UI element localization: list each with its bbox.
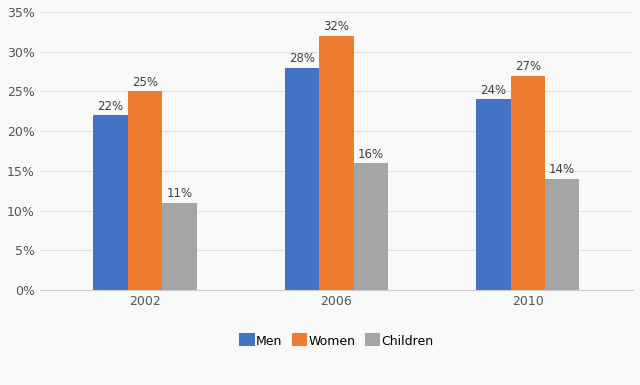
Bar: [353, 163, 388, 290]
Bar: [545, 179, 579, 290]
Text: 22%: 22%: [97, 100, 124, 113]
Bar: [476, 99, 511, 290]
Bar: [511, 75, 545, 290]
Text: 25%: 25%: [132, 76, 158, 89]
Text: 14%: 14%: [549, 164, 575, 176]
Text: 24%: 24%: [480, 84, 506, 97]
Text: 32%: 32%: [323, 20, 349, 33]
Legend: Men, Women, Children: Men, Women, Children: [234, 330, 438, 353]
Text: 28%: 28%: [289, 52, 315, 65]
Bar: [93, 115, 128, 290]
Bar: [319, 36, 353, 290]
Text: 11%: 11%: [166, 187, 193, 200]
Bar: [285, 68, 319, 290]
Text: 16%: 16%: [358, 147, 384, 161]
Text: 27%: 27%: [515, 60, 541, 73]
Bar: [128, 91, 162, 290]
Bar: [162, 203, 196, 290]
